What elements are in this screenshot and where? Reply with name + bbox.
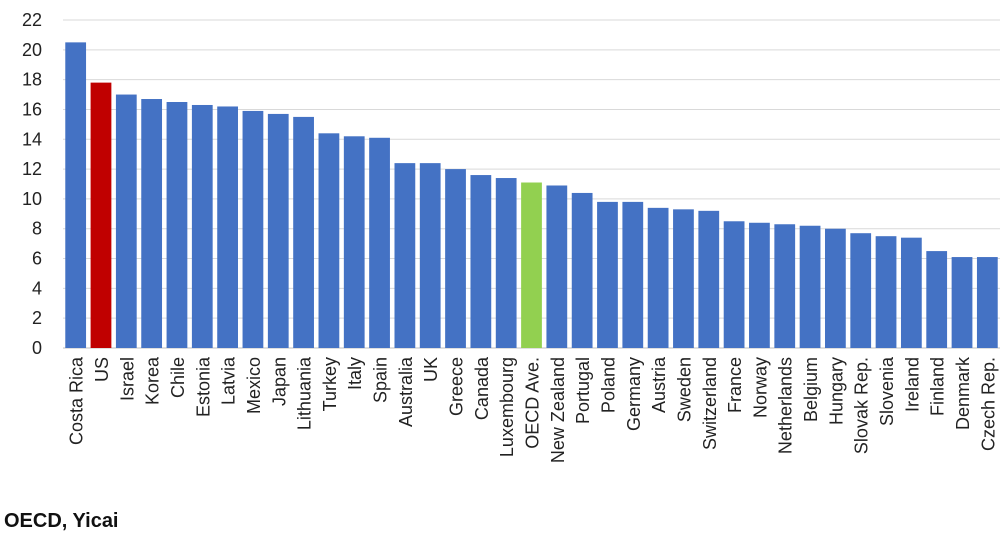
bar-turkey	[318, 133, 340, 348]
bar-chile	[166, 102, 188, 348]
x-tick-label: Germany	[624, 357, 644, 431]
x-tick-label: Denmark	[953, 356, 973, 430]
bar-france	[723, 221, 745, 348]
x-tick-label: Luxembourg	[497, 357, 517, 457]
bar-spain	[369, 137, 390, 348]
x-tick-label: Latvia	[219, 356, 239, 405]
x-tick-label: Chile	[168, 357, 188, 398]
bar-germany	[622, 201, 644, 348]
y-tick-label: 14	[22, 129, 42, 149]
x-tick-label: Mexico	[244, 357, 264, 414]
bar-costa-rica	[65, 42, 87, 348]
bar-slovak-rep	[850, 233, 872, 348]
bar-slovenia	[875, 236, 897, 348]
bar-denmark	[951, 257, 973, 348]
x-tick-label: Czech Rep.	[978, 357, 998, 451]
x-tick-label: Netherlands	[776, 357, 796, 454]
bar-finland	[926, 251, 948, 348]
x-tick-label: Austria	[649, 356, 669, 413]
x-tick-label: US	[92, 357, 112, 382]
y-tick-label: 4	[32, 278, 42, 298]
bar-latvia	[217, 106, 238, 349]
bar-ireland	[900, 237, 922, 348]
bar-korea	[141, 99, 163, 348]
x-tick-label: OECD Ave.	[523, 357, 543, 449]
x-tick-label: Slovenia	[877, 356, 897, 426]
bar-canada	[470, 175, 492, 348]
bar-austria	[647, 207, 669, 348]
x-tick-label: Poland	[598, 357, 618, 413]
y-tick-label: 10	[22, 189, 42, 209]
bar-lithuania	[293, 116, 314, 348]
bar-us	[90, 82, 112, 349]
bar-new-zealand	[546, 185, 568, 348]
bar-estonia	[191, 104, 213, 349]
bar-hungary	[825, 228, 846, 348]
y-tick-label: 18	[22, 70, 42, 90]
x-tick-label: Canada	[472, 356, 492, 420]
x-tick-label: Greece	[447, 357, 467, 416]
bar-oecd-ave	[521, 182, 542, 348]
bar-luxembourg	[495, 178, 517, 348]
bar-sweden	[673, 209, 694, 348]
x-tick-label: Turkey	[320, 357, 340, 411]
x-tick-label: Korea	[143, 356, 163, 405]
bars	[65, 42, 998, 349]
source-label: OECD, Yicai	[4, 510, 119, 532]
bar-belgium	[799, 225, 821, 348]
y-tick-label: 8	[32, 219, 42, 239]
x-tick-label: Belgium	[801, 357, 821, 422]
bar-poland	[597, 201, 618, 348]
bar-portugal	[571, 192, 593, 348]
x-tick-label: New Zealand	[548, 357, 568, 463]
x-tick-label: Costa Rica	[67, 356, 87, 445]
x-tick-label: Hungary	[826, 357, 846, 425]
x-tick-label: Spain	[371, 357, 391, 403]
bar-israel	[115, 94, 137, 348]
y-tick-label: 0	[32, 338, 42, 358]
x-tick-label: Estonia	[193, 356, 213, 417]
bar-greece	[445, 169, 466, 348]
bar-japan	[267, 113, 289, 348]
bar-italy	[343, 136, 365, 348]
bar-switzerland	[698, 210, 720, 348]
y-tick-label: 12	[22, 159, 42, 179]
x-tick-label: Slovak Rep.	[852, 357, 872, 454]
x-tick-label: Norway	[750, 357, 770, 418]
y-tick-label: 6	[32, 249, 42, 269]
y-axis-ticks: 0 2 4 6 8 10 12 14 16 18 20 22	[22, 10, 42, 358]
x-tick-label: Portugal	[573, 357, 593, 424]
bar-norway	[749, 222, 770, 348]
y-tick-label: 16	[22, 99, 42, 119]
x-tick-label: France	[725, 357, 745, 413]
y-tick-label: 2	[32, 308, 42, 328]
x-tick-label: Sweden	[674, 357, 694, 422]
y-tick-label: 20	[22, 40, 42, 60]
x-tick-label: UK	[421, 357, 441, 382]
x-tick-label: Finland	[928, 357, 948, 416]
x-tick-label: Israel	[117, 357, 137, 401]
x-tick-label: Lithuania	[295, 356, 315, 430]
bar-chart: 0 2 4 6 8 10 12 14 16 18 20 22 Costa Rica US Israel Ko…	[22, 10, 1000, 463]
y-tick-label: 22	[22, 10, 42, 30]
bar-uk	[419, 163, 441, 348]
x-tick-label: Australia	[396, 356, 416, 427]
bar-mexico	[242, 110, 264, 348]
x-tick-label: Italy	[345, 357, 365, 390]
x-tick-label: Switzerland	[700, 357, 720, 450]
x-tick-label: Ireland	[902, 357, 922, 412]
bar-australia	[394, 163, 416, 348]
x-axis-ticks: Costa Rica US Israel Korea Chile Estonia Latvi…	[67, 356, 999, 463]
bar-netherlands	[774, 224, 796, 348]
x-tick-label: Japan	[269, 357, 289, 406]
bar-czech-rep	[976, 257, 998, 348]
